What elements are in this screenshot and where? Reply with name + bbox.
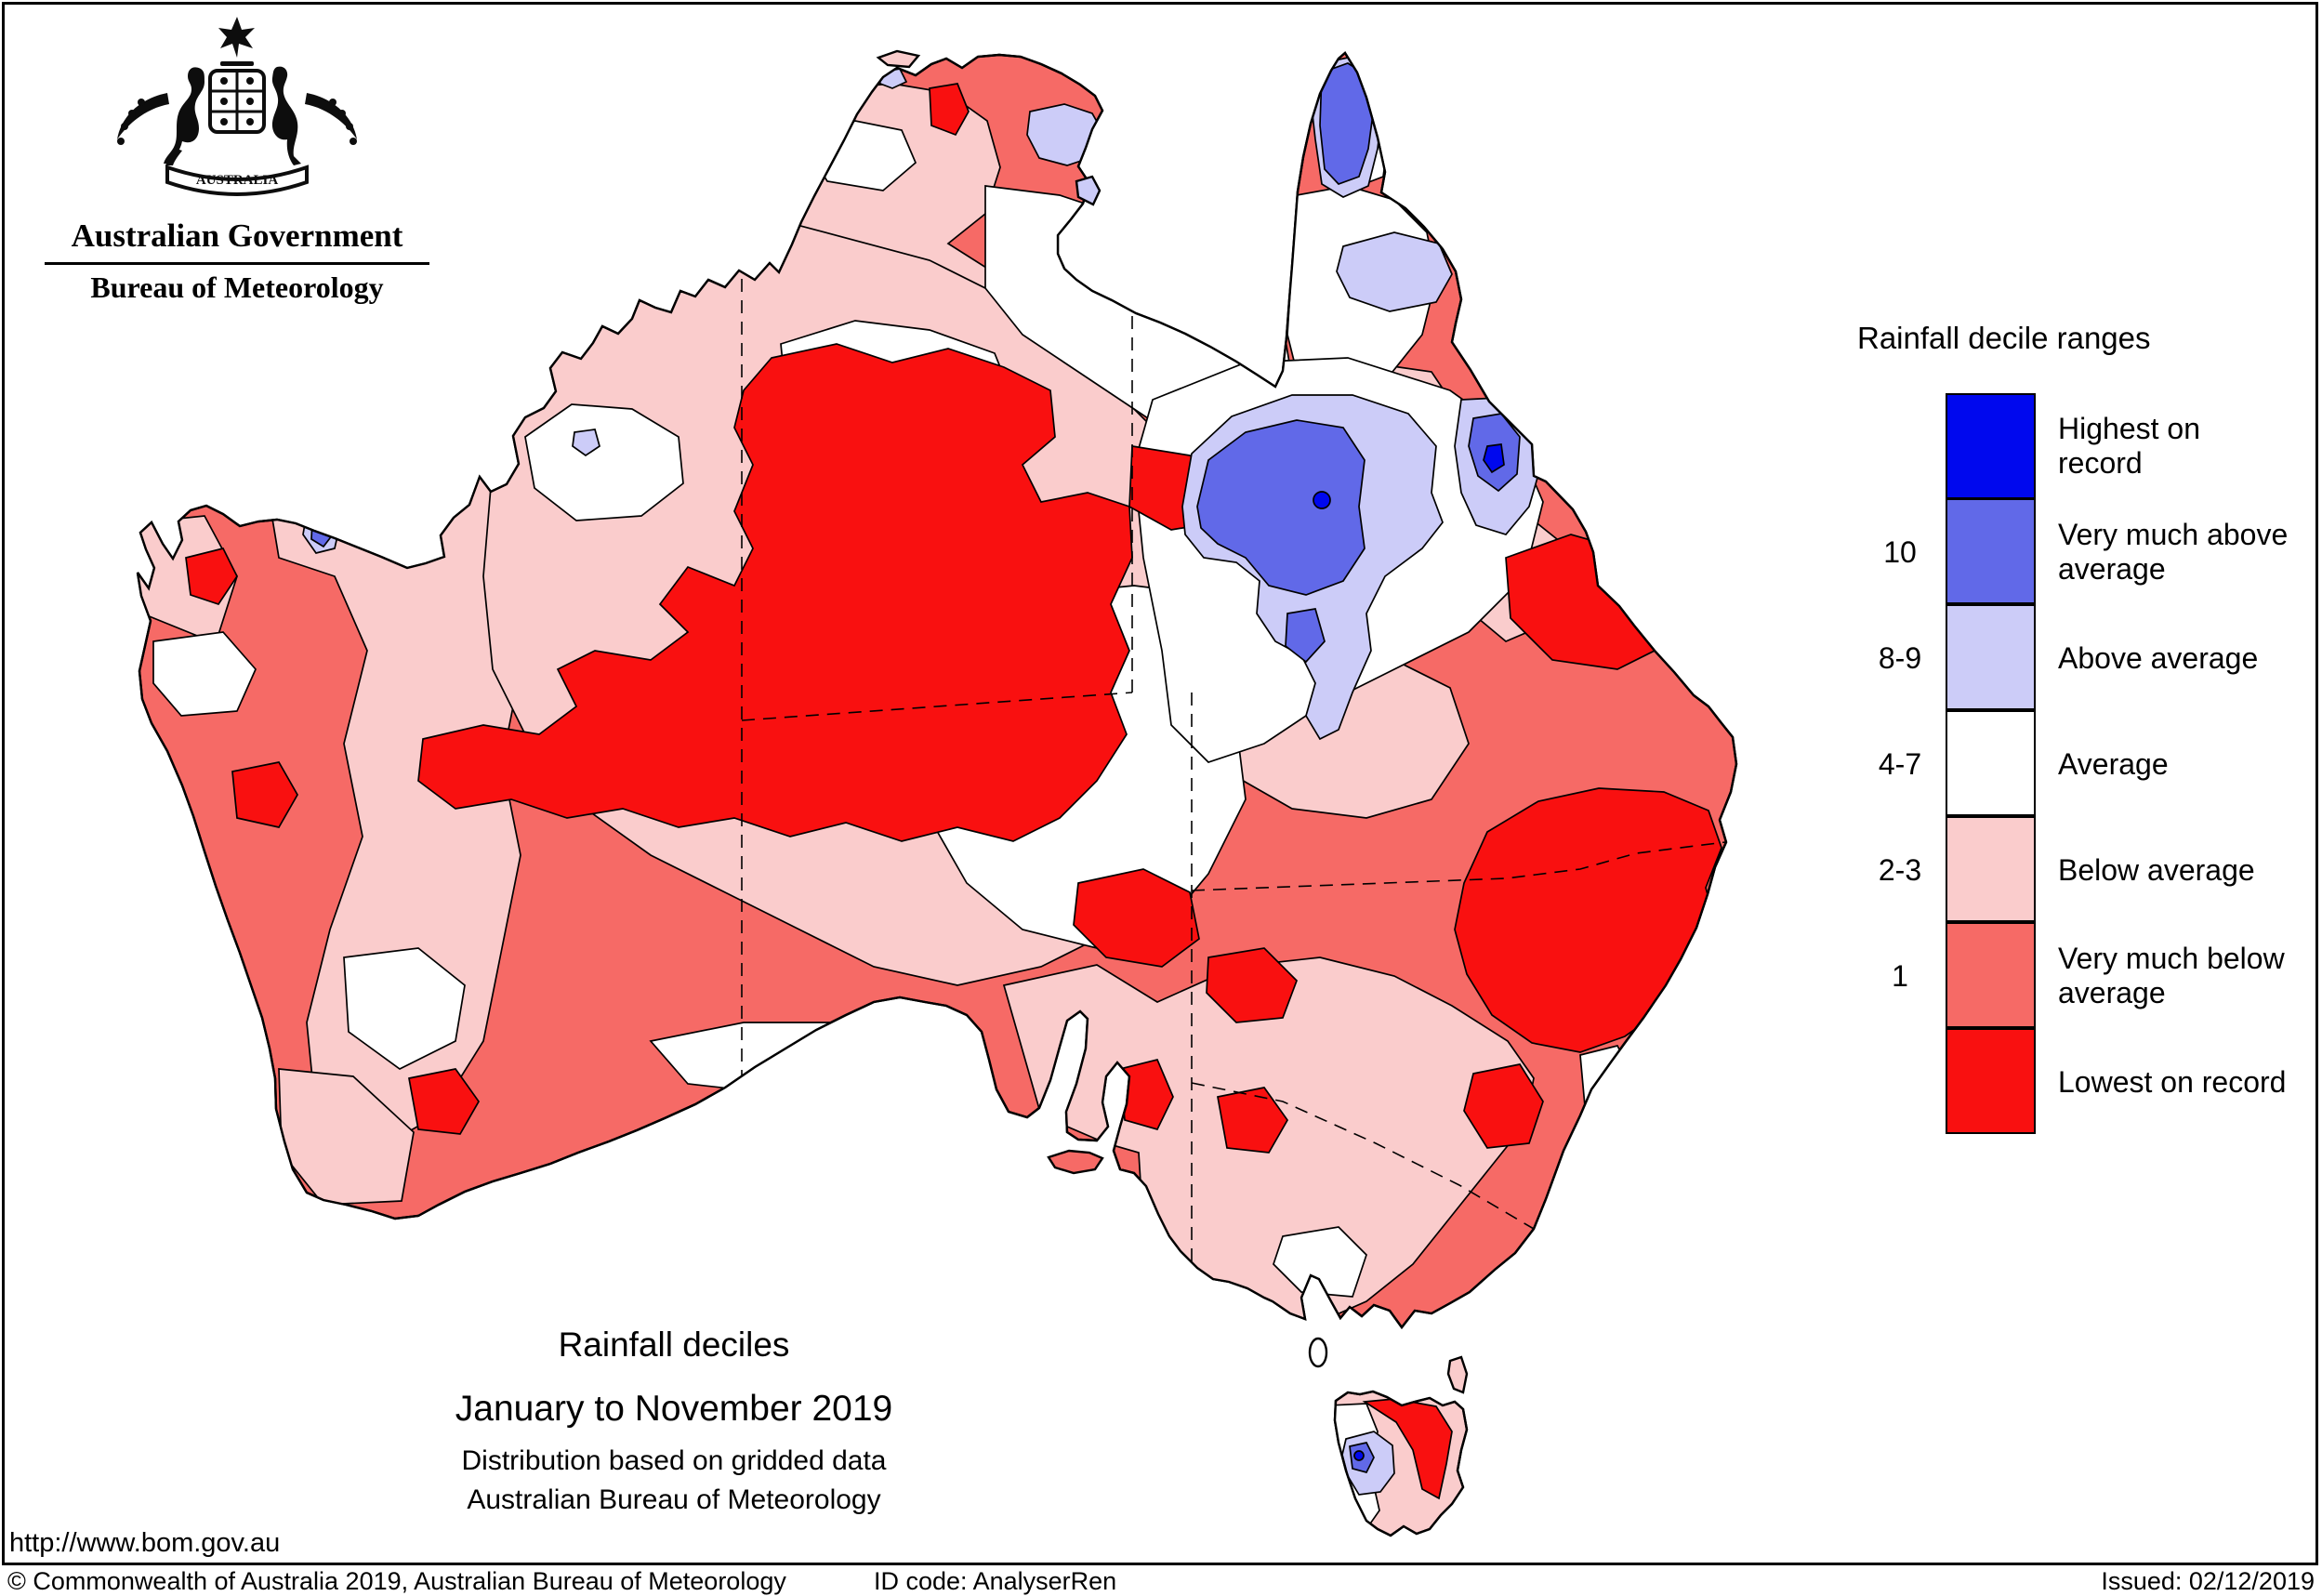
legend-label: Below average	[2058, 852, 2255, 887]
legend-row-lowest: Lowest on record	[1854, 1028, 2319, 1135]
map-title: Rainfall deciles	[558, 1326, 790, 1364]
coastline	[136, 51, 1738, 1330]
header-divider	[45, 262, 429, 265]
state-border-nt-sa	[741, 692, 1133, 721]
map-note-distribution: Distribution based on gridded data	[461, 1445, 887, 1476]
map-note-bureau: Australian Bureau of Meteorology	[467, 1484, 881, 1515]
legend-title: Rainfall decile ranges	[1857, 321, 2151, 355]
king-island	[1308, 1337, 1328, 1368]
crest-banner-text: AUSTRALIA	[196, 173, 279, 188]
map-period: January to November 2019	[455, 1389, 893, 1429]
map-title-block: Rainfall deciles January to November 201…	[390, 1326, 957, 1516]
legend-range: 2-3	[1878, 852, 1922, 887]
bureau-title: Bureau of Meteorology	[90, 270, 384, 304]
legend-label: Above average	[2058, 640, 2259, 675]
footer-id-code: ID code: AnalyserRen	[874, 1567, 1117, 1595]
government-header: AUSTRALIA Australian Government Bureau o…	[28, 9, 446, 305]
coat-of-arms-icon: AUSTRALIA	[117, 17, 357, 196]
legend-row-above: 8-9 Above average	[1854, 604, 2319, 711]
legend-swatch-very-much-above	[1946, 498, 2036, 604]
legend-label: Very much above average	[2058, 518, 2289, 586]
state-border-qld-nsw	[1191, 841, 1726, 891]
footer-issued-date: Issued: 02/12/2019	[2101, 1567, 2315, 1595]
legend-swatch-very-much-below	[1946, 922, 2036, 1028]
legend-swatch-lowest	[1946, 1028, 2036, 1134]
legend-label: Average	[2058, 746, 2169, 781]
legend-range: 4-7	[1878, 746, 1922, 781]
legend-row-highest: Highest on record	[1854, 393, 2319, 499]
legend-label: Lowest on record	[2058, 1064, 2287, 1099]
groote-island	[1075, 175, 1102, 206]
state-borders	[741, 279, 1726, 1262]
legend-swatch-above	[1946, 604, 2036, 710]
flinders-island	[1446, 1355, 1469, 1394]
legend-range: 8-9	[1878, 640, 1922, 675]
legend-row-average: 4-7 Average	[1854, 710, 2319, 817]
legend-swatch-highest	[1946, 393, 2036, 499]
legend-range: 1	[1892, 958, 1908, 993]
legend-row-very-much-above: 10 Very much above average	[1854, 498, 2319, 605]
decile-regions	[138, 57, 1726, 1327]
legend-row-below: 2-3 Below average	[1854, 816, 2319, 923]
legend-swatch-below	[1946, 816, 2036, 922]
legend-row-very-much-below: 1 Very much below average	[1854, 922, 2319, 1029]
melville-island	[876, 49, 921, 69]
legend-swatch-average	[1946, 710, 2036, 816]
footer-bar: © Commonwealth of Australia 2019, Austra…	[0, 1567, 2322, 1595]
state-border-nsw-vic	[1191, 1082, 1535, 1230]
footer-url: http://www.bom.gov.au	[9, 1528, 281, 1558]
kangaroo-island	[1047, 1149, 1104, 1175]
tasmania	[1333, 1390, 1469, 1537]
government-title: Australian Government	[71, 218, 403, 254]
footer-copyright: © Commonwealth of Australia 2019, Austra…	[7, 1567, 786, 1595]
legend: Rainfall decile ranges Highest on record…	[1854, 321, 2319, 1135]
islands	[876, 49, 1469, 1394]
legend-range: 10	[1883, 534, 1917, 569]
legend-label: Highest on record	[2058, 412, 2200, 480]
legend-label: Very much below average	[2058, 942, 2285, 1009]
